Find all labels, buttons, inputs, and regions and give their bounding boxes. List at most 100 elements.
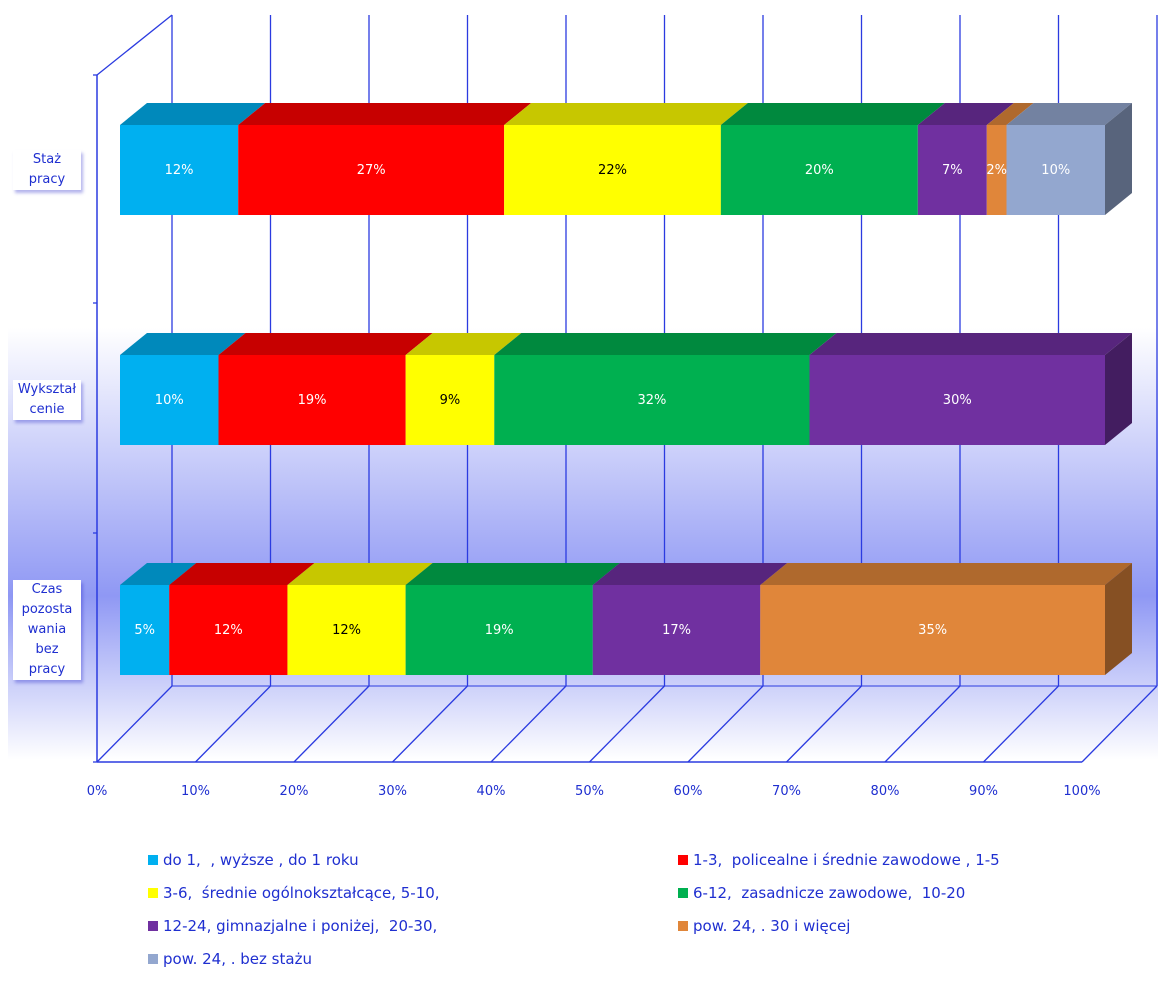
legend-label: do 1, , wyższe , do 1 roku: [163, 851, 359, 869]
bar-segment: [405, 585, 593, 675]
bar-segment: [592, 585, 761, 675]
bar-segment: [218, 355, 406, 445]
data-labels: 12% 27% 22% 20% 7% 2% 10% 10% 19% 9% 32% 30% 5% 12% 12…: [134, 163, 1070, 638]
category-label-line: pozosta: [21, 602, 73, 617]
legend-item: 3-6, średnie ogólnokształcące, 5-10,: [148, 881, 678, 905]
bar-top-face: [986, 103, 1034, 125]
bar-segment: [986, 125, 1007, 215]
x-tick-label: 30%: [378, 784, 407, 799]
legend-swatch: [148, 888, 158, 898]
bar-segment: [287, 585, 406, 675]
bar-top-face: [218, 333, 433, 355]
gridline-floor: [490, 685, 567, 763]
data-label: 7%: [942, 163, 963, 178]
bar-segment: [1006, 125, 1105, 215]
bar-top-face: [1006, 103, 1132, 125]
bar-segment: [760, 585, 1105, 675]
data-label: 10%: [155, 393, 184, 408]
x-tick-label: 10%: [181, 784, 210, 799]
category-label-line: Wykształ: [17, 382, 77, 397]
bar-segment: [238, 125, 505, 215]
wall-top-edge: [96, 14, 173, 76]
bar-top-face: [287, 563, 433, 585]
category-label-line: bez: [35, 642, 59, 657]
category-label-line: Staż: [32, 152, 62, 167]
legend-item: pow. 24, . 30 i więcej: [678, 914, 1128, 938]
category-label: Czas pozosta wania bez pracy: [13, 580, 81, 680]
x-tick-label: 0%: [87, 784, 108, 799]
bar-top-face: [760, 563, 1132, 585]
data-label: 27%: [357, 163, 386, 178]
data-label: 5%: [134, 623, 155, 638]
legend-item: do 1, , wyższe , do 1 roku: [148, 848, 678, 872]
category-label: Staż pracy: [13, 150, 81, 190]
legend-label: pow. 24, . 30 i więcej: [693, 917, 851, 935]
bar-side-face: [1105, 333, 1132, 445]
bar-top-face: [405, 333, 522, 355]
bar-segment: [169, 585, 288, 675]
x-tick-label: 50%: [575, 784, 604, 799]
bar-top-face: [809, 333, 1132, 355]
bar-top-face: [169, 563, 315, 585]
gridline-floor: [687, 685, 764, 763]
bar-top-face: [504, 103, 748, 125]
data-label: 30%: [943, 393, 972, 408]
legend-swatch: [678, 888, 688, 898]
bar-segment: [720, 125, 918, 215]
bar-side-face: [1105, 563, 1132, 675]
bar-segment: [917, 125, 987, 215]
bar-segment: [494, 355, 810, 445]
legend-swatch: [678, 921, 688, 931]
category-label-line: wania: [27, 622, 67, 637]
x-axis: 0% 10% 20% 30% 40% 50% 60% 70% 80% 90% 100%: [87, 784, 1101, 799]
legend-label: pow. 24, . bez stażu: [163, 950, 312, 968]
data-label: 19%: [298, 393, 327, 408]
data-label: 35%: [918, 623, 947, 638]
bar-segment: [120, 355, 219, 445]
legend-swatch: [148, 921, 158, 931]
bars: [120, 103, 1132, 675]
bar-top-face: [917, 103, 1014, 125]
gridline-floor: [983, 685, 1059, 763]
data-label: 22%: [598, 163, 627, 178]
bar-top-face: [494, 333, 837, 355]
x-tick-label: 90%: [969, 784, 998, 799]
data-label: 19%: [485, 623, 514, 638]
bar-top-face: [120, 333, 246, 355]
bar-segment: [504, 125, 721, 215]
bar-segment: [120, 125, 239, 215]
x-tick-label: 40%: [477, 784, 506, 799]
category-label-line: cenie: [29, 402, 65, 417]
gridline-floor: [96, 685, 173, 763]
gridline-floor: [884, 685, 961, 763]
gridline-floor: [1081, 685, 1158, 763]
gridline-floor: [786, 685, 862, 763]
gridline-floor: [589, 685, 665, 763]
data-label: 9%: [440, 393, 461, 408]
x-tick-label: 60%: [674, 784, 703, 799]
gridline-floor: [293, 685, 370, 763]
data-label: 2%: [986, 163, 1007, 178]
bar-top-face: [720, 103, 945, 125]
data-label: 12%: [332, 623, 361, 638]
bar-top-face: [238, 103, 532, 125]
data-label: 10%: [1041, 163, 1070, 178]
bar-side-face: [1105, 103, 1132, 215]
data-label: 17%: [662, 623, 691, 638]
legend-swatch: [148, 954, 158, 964]
category-label-line: pracy: [28, 662, 66, 677]
legend-label: 12-24, gimnazjalne i poniżej, 20-30,: [163, 917, 438, 935]
bar-segment: [120, 585, 170, 675]
legend-label: 6-12, zasadnicze zawodowe, 10-20: [693, 884, 966, 902]
legend-label: 1-3, policealne i średnie zawodowe , 1-5: [693, 851, 1000, 869]
data-label: 32%: [637, 393, 666, 408]
x-tick-label: 80%: [871, 784, 900, 799]
legend-swatch: [148, 855, 158, 865]
bar-segment: [809, 355, 1105, 445]
bar-top-face: [120, 563, 197, 585]
bar-top-face: [405, 563, 620, 585]
legend-item: 6-12, zasadnicze zawodowe, 10-20: [678, 881, 1128, 905]
x-tick-label: 100%: [1063, 784, 1100, 799]
bar-top-face: [120, 103, 266, 125]
